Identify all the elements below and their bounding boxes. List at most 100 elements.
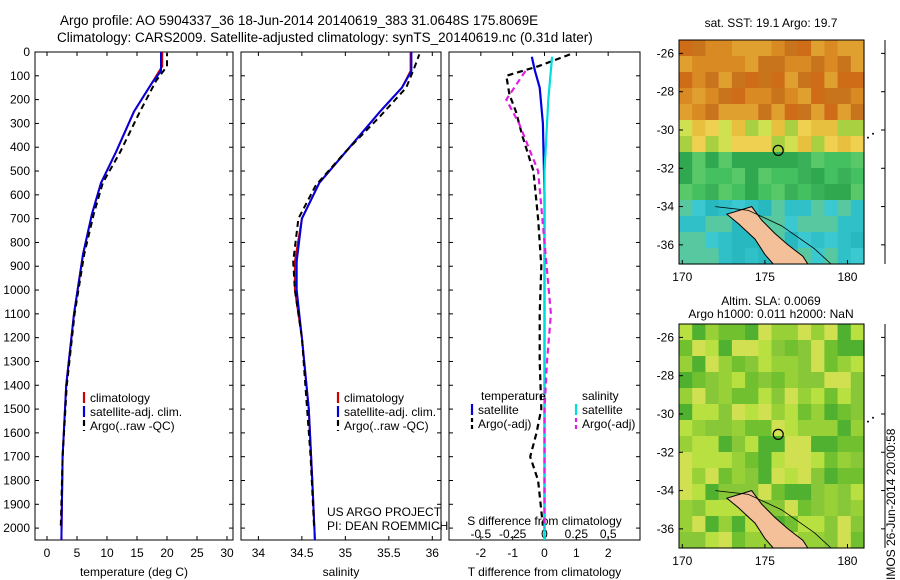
map-cell bbox=[718, 452, 733, 469]
map-cell bbox=[824, 436, 839, 453]
map-cell bbox=[771, 340, 786, 357]
map-cell bbox=[718, 120, 733, 137]
map-cell bbox=[705, 248, 720, 265]
x-axis-label: T difference from climatology bbox=[468, 565, 622, 579]
map-cell bbox=[824, 168, 839, 185]
map-cell bbox=[850, 500, 865, 517]
map-cell bbox=[718, 340, 733, 357]
map-cell bbox=[718, 40, 733, 57]
map-cell bbox=[692, 500, 706, 517]
map-cell bbox=[837, 324, 852, 341]
map-cell bbox=[731, 516, 746, 533]
map-cell bbox=[731, 72, 746, 89]
map-cell bbox=[850, 532, 865, 549]
y-tick-label: 1600 bbox=[3, 426, 30, 440]
map-cell bbox=[811, 104, 825, 121]
map-cell bbox=[850, 452, 865, 469]
map-cell bbox=[824, 184, 839, 201]
map-cell bbox=[731, 404, 746, 421]
footer-stamp: IMOS 26-Jun-2014 20:00:58 bbox=[884, 428, 898, 580]
map-cell bbox=[692, 216, 706, 233]
map-cell bbox=[784, 56, 799, 73]
legend-item-label: satellite bbox=[582, 403, 623, 417]
map-cell bbox=[758, 324, 773, 341]
map-cell bbox=[797, 404, 812, 421]
island-marker bbox=[872, 416, 874, 419]
map-cell bbox=[692, 120, 706, 137]
x-tick-label-t: 1 bbox=[573, 546, 580, 560]
x-tick-label: 25 bbox=[190, 546, 204, 560]
map-cell bbox=[692, 248, 706, 265]
map-cell bbox=[731, 248, 746, 265]
map-lon-label: 180 bbox=[837, 270, 857, 284]
map-cell bbox=[758, 152, 773, 169]
map-cell bbox=[731, 184, 746, 201]
map-cell bbox=[837, 356, 852, 373]
map-cell bbox=[784, 372, 799, 389]
map-cell bbox=[745, 72, 759, 89]
map-cell bbox=[771, 72, 786, 89]
map-cell bbox=[837, 104, 852, 121]
map-cell bbox=[692, 516, 706, 533]
map-cell bbox=[837, 468, 852, 485]
map-cell bbox=[824, 420, 839, 437]
y-tick-label: 400 bbox=[10, 140, 30, 154]
map-cell bbox=[811, 200, 825, 217]
map-cell bbox=[731, 356, 746, 373]
x-tick-label: 30 bbox=[220, 546, 234, 560]
map-frame bbox=[678, 323, 865, 549]
y-tick-label: 1300 bbox=[3, 354, 30, 368]
map-cell bbox=[797, 200, 812, 217]
map-cell bbox=[771, 184, 786, 201]
map-cell bbox=[811, 232, 825, 249]
map-cell bbox=[758, 356, 773, 373]
map2-title-1: Altim. SLA: 0.0069 bbox=[721, 294, 821, 308]
map-lat-label: -30 bbox=[657, 407, 675, 421]
sst-map bbox=[678, 39, 886, 265]
series-line-3 bbox=[59, 53, 168, 526]
map-cell bbox=[718, 372, 733, 389]
map-cell bbox=[758, 436, 773, 453]
map-cell bbox=[771, 468, 786, 485]
x-tick-label: 5 bbox=[74, 546, 81, 560]
map-cell bbox=[850, 40, 865, 57]
map-cell bbox=[850, 136, 865, 153]
map-cell bbox=[705, 168, 720, 185]
map-cell bbox=[705, 40, 720, 57]
x-tick-label: 34.5 bbox=[290, 546, 314, 560]
map-cell bbox=[679, 484, 693, 501]
map-cell bbox=[718, 104, 733, 121]
map-cell bbox=[837, 436, 852, 453]
map-cell bbox=[837, 340, 852, 357]
map-cell bbox=[824, 356, 839, 373]
map-cell bbox=[758, 372, 773, 389]
map-cell bbox=[811, 500, 825, 517]
legend-item-label: satellite-adj. clim. bbox=[90, 405, 182, 419]
map-cell bbox=[679, 340, 693, 357]
map-cell bbox=[692, 420, 706, 437]
map-cell bbox=[784, 200, 799, 217]
map-cell bbox=[745, 56, 759, 73]
map-cell bbox=[679, 500, 693, 517]
x-axis-label: salinity bbox=[323, 565, 360, 579]
map-cell bbox=[811, 452, 825, 469]
y-tick-label: 1900 bbox=[3, 497, 30, 511]
map-cell bbox=[692, 436, 706, 453]
map-cell bbox=[824, 104, 839, 121]
map-cell bbox=[731, 152, 746, 169]
map-cell bbox=[718, 468, 733, 485]
map-cell bbox=[811, 184, 825, 201]
map-cell bbox=[731, 168, 746, 185]
map-cell bbox=[745, 404, 759, 421]
map-cell bbox=[692, 184, 706, 201]
y-tick-label: 1400 bbox=[3, 378, 30, 392]
legend-item-label: satellite-adj. clim. bbox=[344, 405, 436, 419]
map-cell bbox=[824, 388, 839, 405]
map-cell bbox=[692, 56, 706, 73]
map-cell bbox=[784, 388, 799, 405]
map-cell bbox=[718, 484, 733, 501]
map-cell bbox=[692, 168, 706, 185]
map-cell bbox=[811, 248, 825, 265]
map-cell bbox=[705, 56, 720, 73]
